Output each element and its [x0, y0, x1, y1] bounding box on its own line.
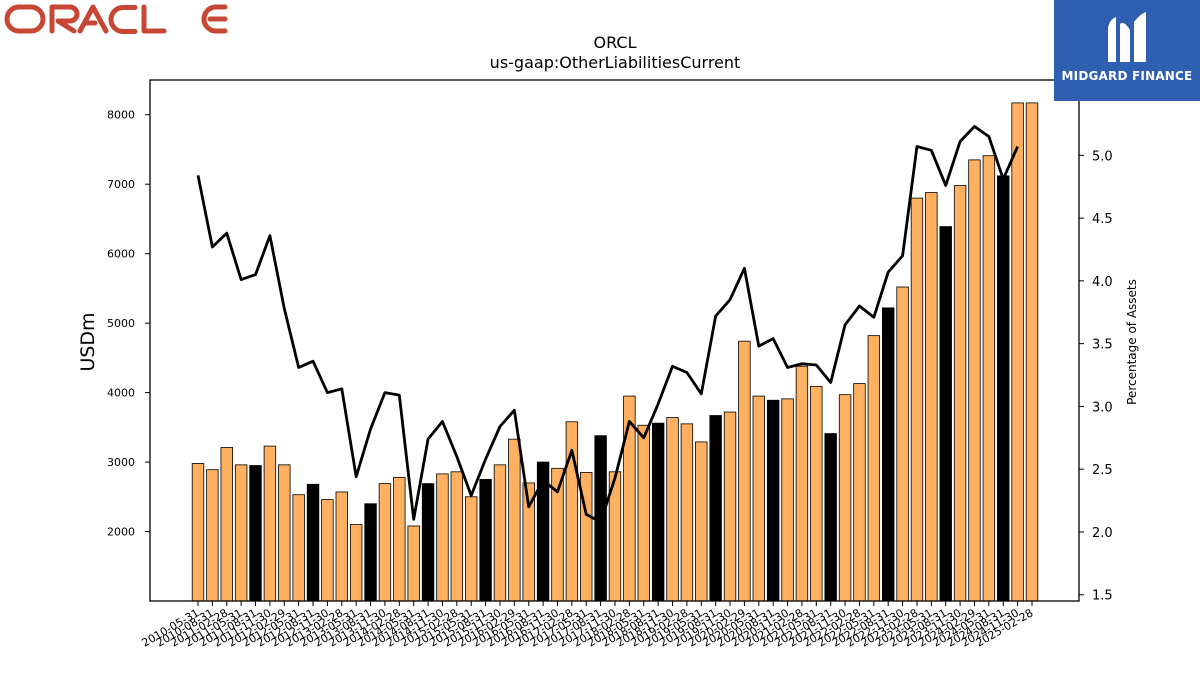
midgard-finance-text: MIDGARD FINANCE: [1061, 69, 1193, 83]
y-axis-label: USDm: [77, 312, 99, 371]
y-tick-label: 3000: [107, 456, 135, 469]
bar: [637, 424, 650, 602]
bar: [968, 159, 981, 602]
bar: [723, 411, 737, 602]
bar: [925, 192, 938, 602]
bar: [306, 483, 320, 602]
bar: [810, 385, 823, 602]
bar: [709, 415, 722, 602]
y-tick-label: 5000: [107, 317, 135, 330]
line-layer: [196, 125, 1019, 524]
y2-tick-label: 4.5: [1092, 212, 1113, 227]
percentage-line: [196, 125, 1019, 524]
bar: [191, 463, 205, 602]
bar: [738, 340, 751, 602]
y2-tick-label: 1.5: [1092, 589, 1113, 604]
bar: [335, 491, 348, 602]
chart-title: ORCL: [593, 33, 637, 52]
y-tick-label: 6000: [107, 248, 135, 261]
bar: [1025, 102, 1039, 602]
bar: [680, 423, 694, 602]
bar: [982, 155, 996, 602]
y-tick-label: 2000: [107, 526, 135, 539]
bar: [407, 525, 420, 602]
bar: [479, 479, 492, 602]
bar: [278, 464, 291, 602]
bar: [752, 395, 765, 602]
bar: [838, 394, 852, 602]
bar: [450, 471, 464, 602]
bars-layer: [191, 102, 1039, 602]
bar: [867, 335, 881, 602]
bar: [349, 524, 363, 602]
y2-tick-label: 5.0: [1092, 149, 1113, 164]
bar: [651, 422, 665, 602]
bar: [436, 473, 449, 602]
bar: [234, 464, 248, 602]
y2-tick-label: 3.0: [1092, 400, 1113, 415]
bar: [882, 307, 895, 602]
y-tick-label: 8000: [107, 109, 135, 122]
oracle-wordmark-icon: [4, 4, 228, 34]
y2-tick-label: 4.0: [1092, 275, 1113, 290]
bar: [666, 417, 679, 602]
bar: [421, 483, 435, 602]
y2-tick-label: 2.5: [1092, 463, 1113, 478]
bar: [263, 445, 277, 602]
y-tick-label: 4000: [107, 387, 135, 400]
bar: [493, 464, 507, 602]
bar: [364, 503, 377, 602]
oracle-logo: [4, 2, 228, 36]
chart-subtitle: us-gaap:OtherLiabilitiesCurrent: [489, 53, 741, 72]
midgard-emblem-icon: [1108, 12, 1146, 62]
y-tick-label: 7000: [107, 178, 135, 191]
bar: [939, 226, 952, 602]
bar: [795, 365, 809, 602]
x-axis: 2010-05-312010-08-312011-02-282011-05-31…: [140, 601, 1036, 650]
bar: [910, 197, 924, 602]
y2-axis-label: Percentage of Assets: [1125, 279, 1139, 405]
bar: [896, 286, 909, 602]
bar: [393, 476, 406, 602]
bar: [953, 185, 967, 602]
bar: [565, 421, 579, 602]
bar: [997, 175, 1010, 602]
y2-tick-label: 3.5: [1092, 338, 1113, 353]
bar: [292, 494, 305, 602]
midgard-finance-logo: MIDGARD FINANCE: [1054, 0, 1200, 101]
bar: [1011, 102, 1024, 602]
bar: [249, 465, 262, 602]
bar: [853, 383, 866, 602]
bar: [695, 441, 708, 602]
bar: [824, 433, 837, 602]
bar: [766, 399, 780, 602]
bar: [508, 438, 521, 602]
bar: [378, 483, 392, 602]
bar: [465, 496, 478, 602]
y2-tick-label: 2.0: [1092, 526, 1113, 541]
bar: [321, 499, 334, 602]
left-axis: 2000 3000 4000 5000 6000 7000 8000: [107, 109, 150, 539]
bar: [781, 398, 794, 602]
bar: [220, 447, 233, 602]
right-axis: 1.5 2.0 2.5 3.0 3.5 4.0 4.5 5.0: [1079, 149, 1113, 604]
bar: [206, 469, 219, 602]
